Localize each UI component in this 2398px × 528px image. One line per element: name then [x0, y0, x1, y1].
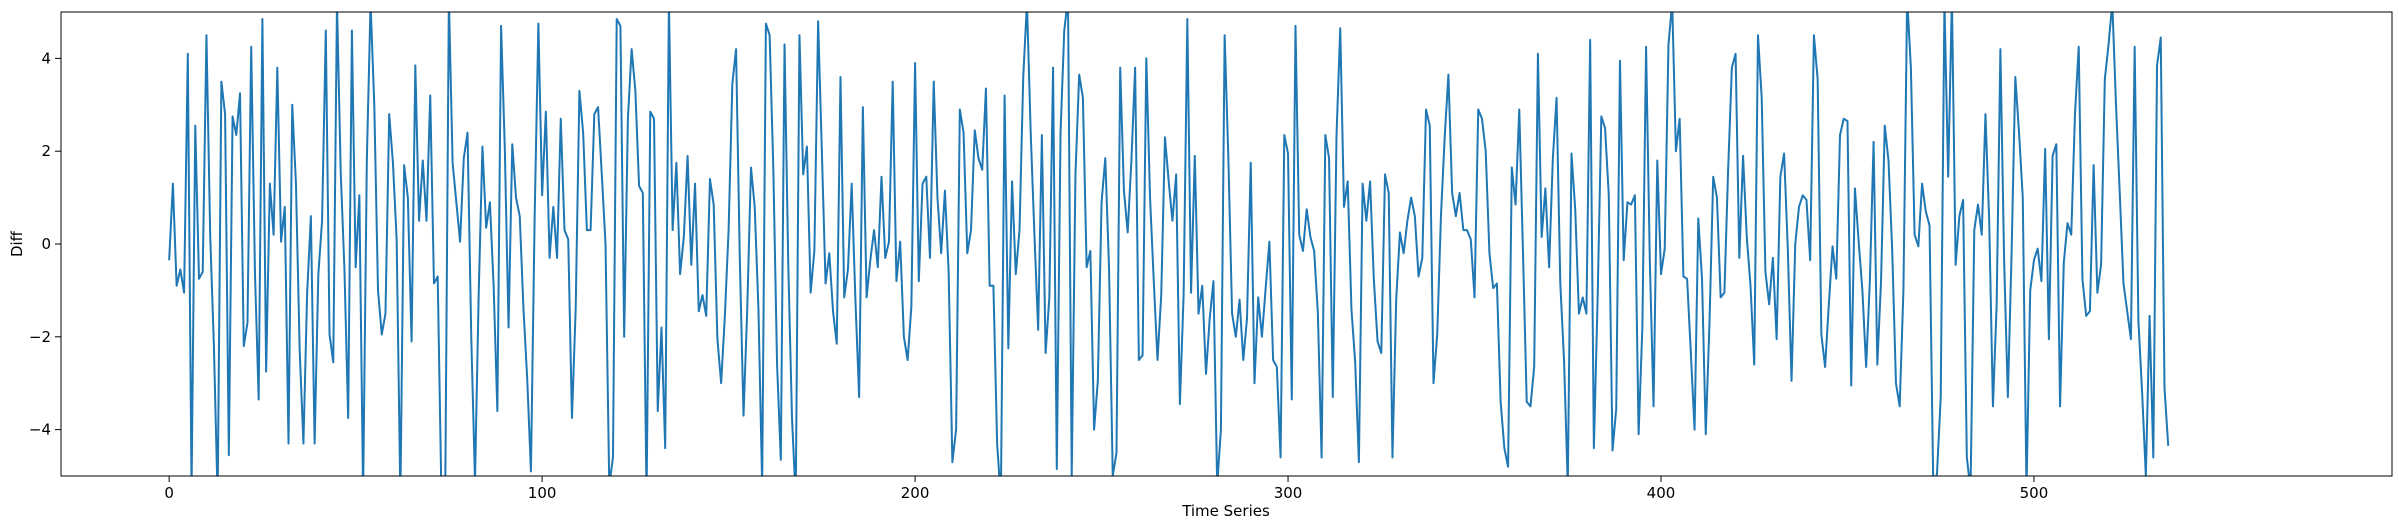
x-axis: 0 100 200 300 400 500 — [164, 476, 2048, 502]
x-tick-label: 0 — [164, 484, 174, 502]
y-tick-label: 4 — [41, 49, 51, 67]
x-tick-label: 500 — [2020, 484, 2049, 502]
x-axis-title: Time Series — [1181, 502, 1270, 520]
series-layer — [168, 12, 2170, 476]
x-tick-label: 100 — [528, 484, 557, 502]
series-line-0 — [168, 12, 2170, 476]
y-axis-title: Diff — [8, 230, 26, 257]
y-tick-label: −2 — [29, 328, 51, 346]
x-tick-label: 300 — [1274, 484, 1303, 502]
y-tick-label: 2 — [41, 142, 51, 160]
y-tick-label: 0 — [41, 235, 51, 253]
x-tick-label: 400 — [1647, 484, 1676, 502]
y-tick-label: −4 — [29, 421, 51, 439]
y-axis: −4 −2 0 2 4 — [29, 49, 61, 439]
x-tick-label: 200 — [901, 484, 930, 502]
